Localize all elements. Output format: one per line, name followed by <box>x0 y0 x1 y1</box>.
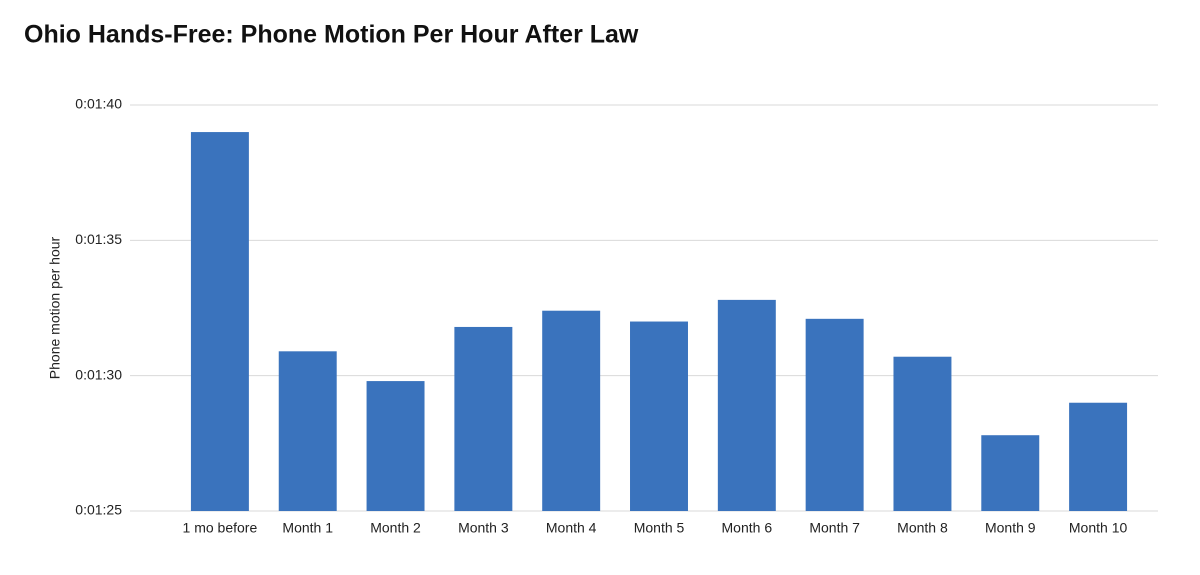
bar <box>630 321 688 511</box>
x-tick-label: Month 3 <box>458 520 509 536</box>
x-tick-label: Month 10 <box>1069 520 1128 536</box>
bar <box>190 132 249 512</box>
bar <box>893 356 952 511</box>
bar <box>542 310 601 511</box>
x-tick-label: 1 mo before <box>183 520 258 536</box>
x-tick-label: Month 4 <box>546 520 597 536</box>
x-tick-label: Month 2 <box>370 520 421 536</box>
y-axis-label: Phone motion per hour <box>47 236 63 379</box>
x-tick-label: Month 7 <box>809 520 860 536</box>
bar <box>278 351 337 511</box>
y-tick-label: 0:01:35 <box>75 231 122 247</box>
x-tick-label: Month 1 <box>282 520 333 536</box>
x-tick-label: Month 9 <box>985 520 1036 536</box>
x-tick-label: Month 6 <box>722 520 773 536</box>
bar <box>1069 402 1128 511</box>
x-tick-label: Month 5 <box>634 520 685 536</box>
y-tick-label: 0:01:25 <box>75 502 122 518</box>
bar <box>981 435 1040 511</box>
x-tick-label: Month 8 <box>897 520 948 536</box>
bar <box>454 326 513 511</box>
y-tick-label: 0:01:30 <box>75 366 122 382</box>
y-tick-label: 0:01:40 <box>75 96 122 112</box>
chart-title: Ohio Hands-Free: Phone Motion Per Hour A… <box>24 21 639 49</box>
bar <box>366 381 425 511</box>
bar <box>717 299 776 511</box>
bar <box>805 318 864 511</box>
